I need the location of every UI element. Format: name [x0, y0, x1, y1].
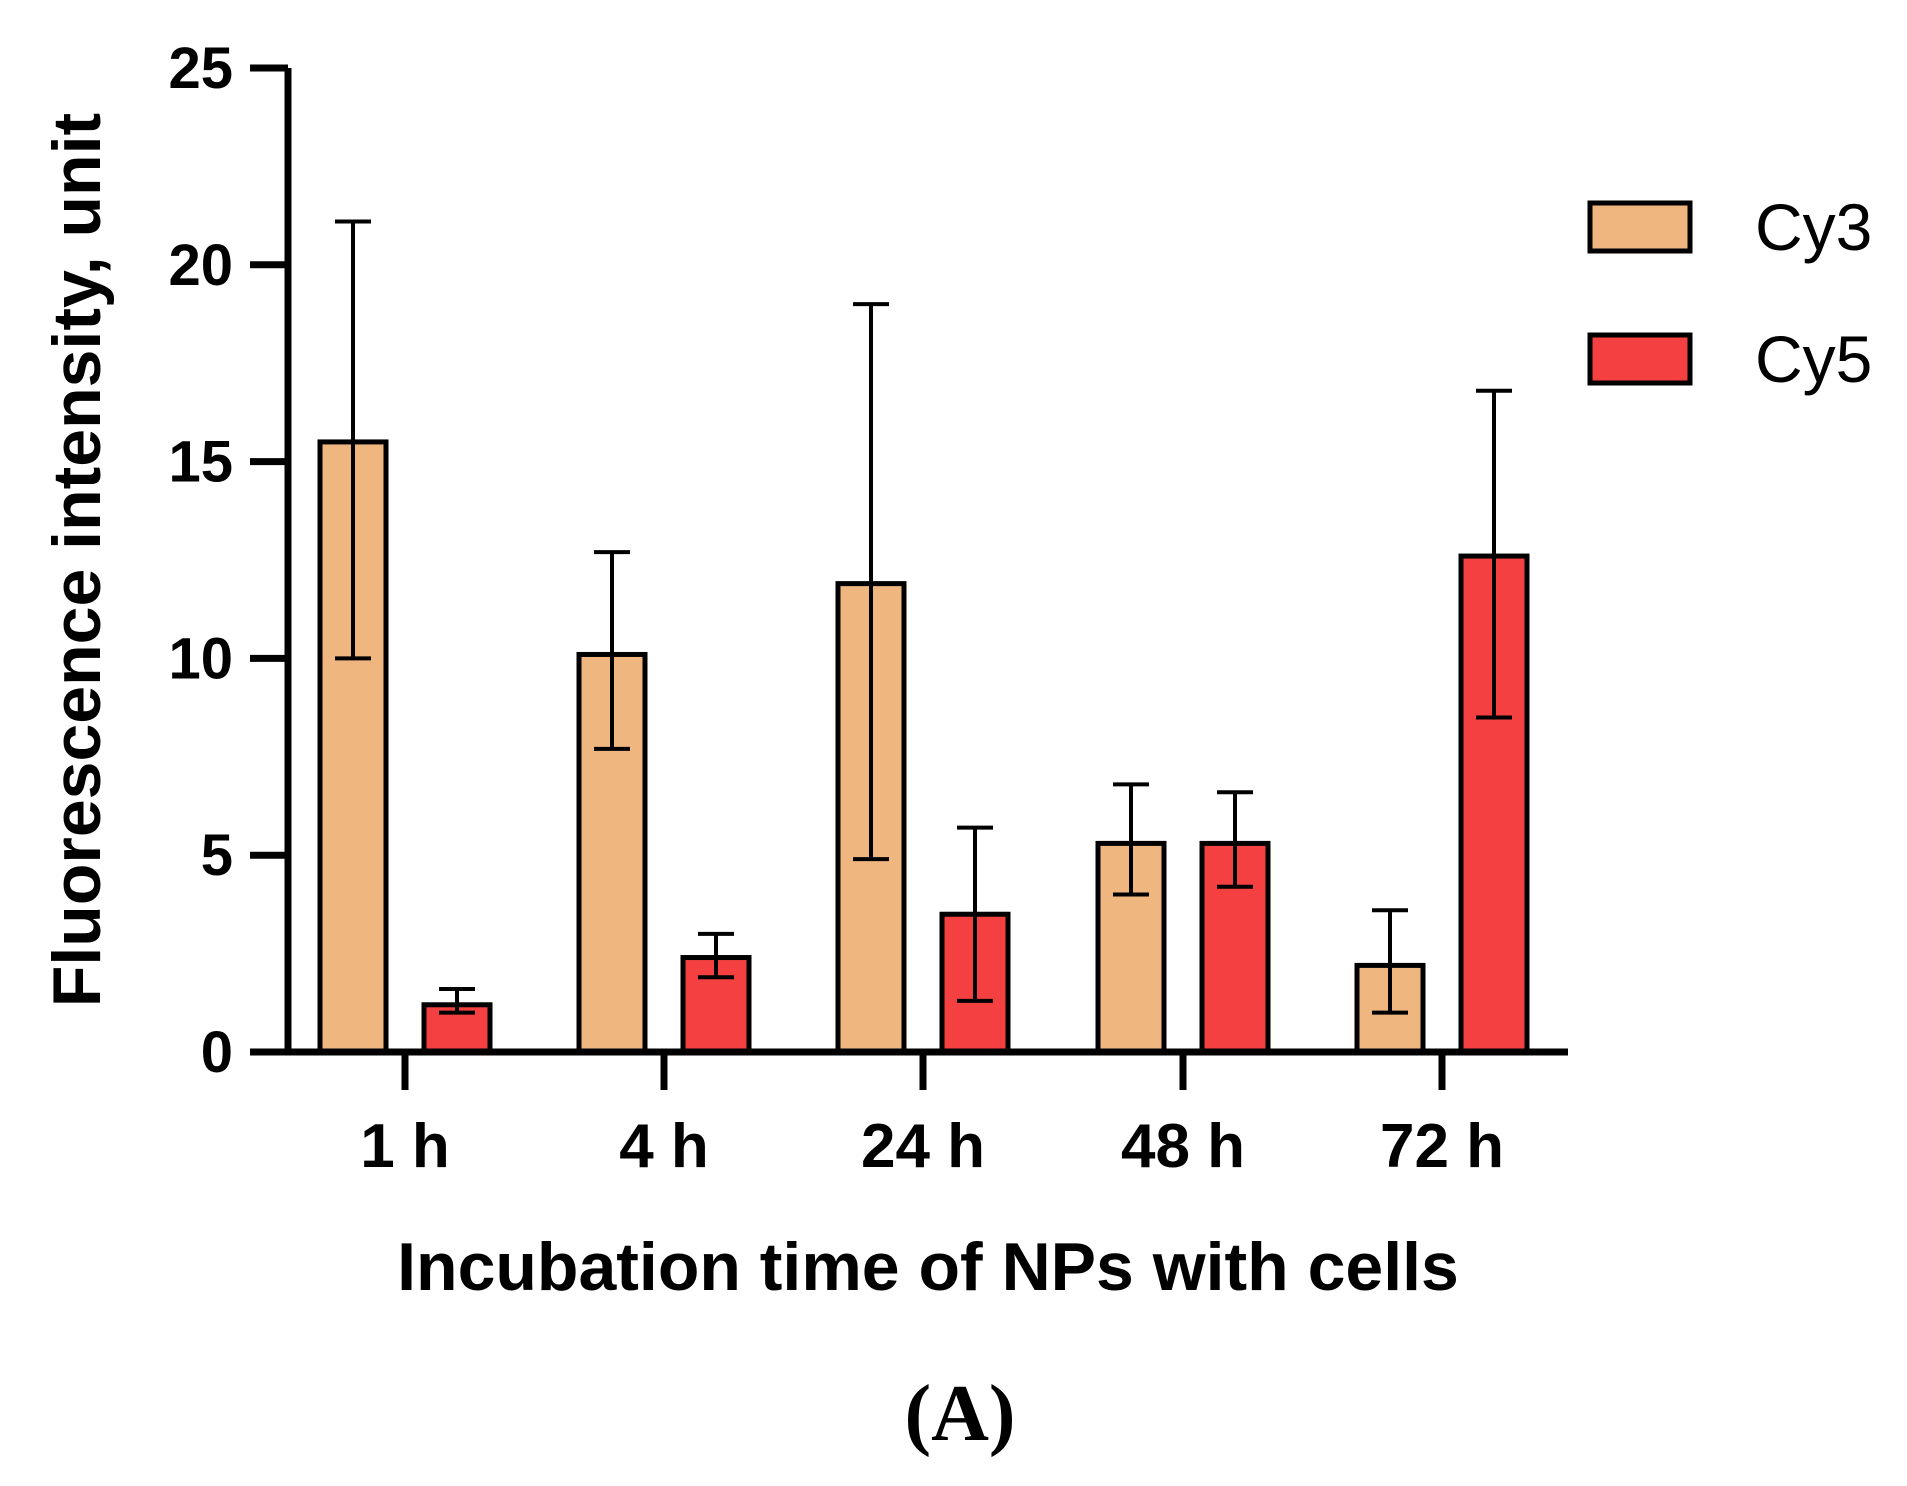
ticks-layer: 0 5 10 15 20 25 1 h 4 h 24 h 48 h 72 h: [168, 36, 1504, 1181]
x-tick-label: 24 h: [861, 1112, 985, 1181]
y-tick-label: 25: [168, 36, 233, 101]
legend: Cy3 Cy5: [1587, 190, 1872, 396]
legend-swatch-cy3: [1587, 200, 1693, 254]
y-tick-label: 5: [201, 823, 233, 888]
y-tick-label: 15: [168, 430, 233, 495]
y-tick-label: 10: [168, 626, 233, 691]
x-axis-title: Incubation time of NPs with cells: [397, 1229, 1459, 1305]
panel-label: (A): [904, 1370, 1015, 1458]
x-tick-label: 4 h: [619, 1112, 709, 1181]
y-axis-title: Fluorescence intensity, unit: [39, 113, 115, 1007]
legend-label-cy5: Cy5: [1755, 322, 1872, 396]
axes-layer: [284, 68, 1568, 1056]
x-tick-label: 48 h: [1121, 1112, 1245, 1181]
x-tick-label: 72 h: [1380, 1112, 1504, 1181]
legend-label-cy3: Cy3: [1755, 190, 1872, 264]
y-tick-label: 20: [168, 233, 233, 298]
bars-layer: [317, 219, 1530, 1055]
legend-swatch-cy5: [1587, 332, 1693, 386]
x-tick-label: 1 h: [360, 1112, 450, 1181]
y-tick-label: 0: [201, 1020, 233, 1085]
